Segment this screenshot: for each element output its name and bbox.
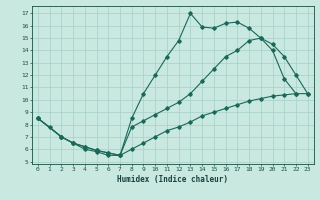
X-axis label: Humidex (Indice chaleur): Humidex (Indice chaleur) [117,175,228,184]
